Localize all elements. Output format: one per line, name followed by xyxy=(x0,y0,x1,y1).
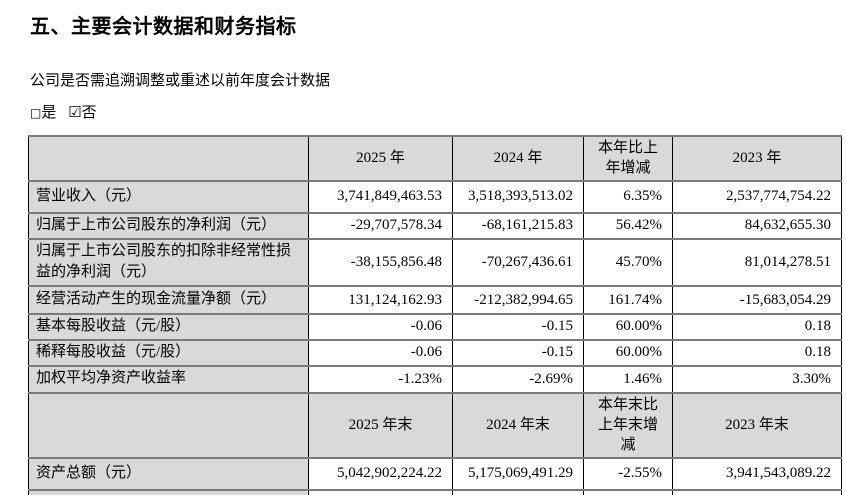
value-2025: -0.06 xyxy=(308,313,453,341)
header-blank xyxy=(28,135,309,182)
restatement-question: 公司是否需追溯调整或重述以前年度会计数据 xyxy=(30,73,331,89)
value-2024: -0.15 xyxy=(452,338,584,367)
row-label: 营业收入（元） xyxy=(28,179,309,214)
row-label: 归属于上市公司股东的净利润（元） xyxy=(28,211,309,240)
value-2024: 3,518,393,513.02 xyxy=(452,179,584,214)
header-blank xyxy=(28,391,309,459)
row-label: 经营活动产生的现金流量净额（元） xyxy=(28,285,309,315)
section-title: 五、主要会计数据和财务指标 xyxy=(30,16,297,38)
table-header-row-period-end: 2025 年末 2024 年末 本年末比 上年末增 减 2023 年末 xyxy=(28,391,842,459)
value-yoy: 56.42% xyxy=(583,211,673,240)
row-label: 资产总额（元） xyxy=(28,456,309,491)
value-2024: 2,446,368,708.26 xyxy=(452,488,584,495)
value-2025: 131,124,162.93 xyxy=(308,285,453,315)
table-row-net-assets: 归属于上市公司股东的净资产（元） 2,390,698,356.18 2,446,… xyxy=(28,488,842,495)
value-2024: -70,267,436.61 xyxy=(452,237,584,287)
value-2025: -0.06 xyxy=(308,338,453,367)
value-2023: 3.30% xyxy=(672,364,842,394)
financial-indicators-table: 2025 年 2024 年 本年比上 年增减 2023 年 营业收入（元） 3,… xyxy=(28,135,842,495)
value-yoy: 161.74% xyxy=(583,285,673,315)
header-end-2023: 2023 年末 xyxy=(672,391,842,459)
row-label: 基本每股收益（元/股） xyxy=(28,313,309,341)
table-row-operating-cash-flow: 经营活动产生的现金流量净额（元） 131,124,162.93 -212,382… xyxy=(28,285,842,315)
value-2024: -212,382,994.65 xyxy=(452,285,584,315)
row-label: 加权平均净资产收益率 xyxy=(28,364,309,394)
checkbox-checked-icon: ☑ xyxy=(68,103,82,121)
value-2025: 3,741,849,463.53 xyxy=(308,179,453,214)
table-row-diluted-eps: 稀释每股收益（元/股） -0.06 -0.15 60.00% 0.18 xyxy=(28,338,842,367)
value-2024: 5,175,069,491.29 xyxy=(452,456,584,491)
value-2025: -29,707,578.34 xyxy=(308,211,453,240)
value-2023: -15,683,054.29 xyxy=(672,285,842,315)
value-2023: 3,941,543,089.22 xyxy=(672,456,842,491)
value-2023: 2,537,774,754.22 xyxy=(672,179,842,214)
option-no-label: 否 xyxy=(81,105,97,121)
value-2023: 0.18 xyxy=(672,313,842,341)
value-yoy: 1.46% xyxy=(583,364,673,394)
option-no: ☑否 xyxy=(68,103,97,121)
value-yoy: 6.35% xyxy=(583,179,673,214)
value-2025: -38,155,856.48 xyxy=(308,237,453,287)
restatement-answer: □是 ☑否 xyxy=(30,101,846,122)
row-label: 稀释每股收益（元/股） xyxy=(28,338,309,367)
option-yes-label: 是 xyxy=(41,105,57,121)
row-label: 归属于上市公司股东的净资产（元） xyxy=(28,488,309,495)
header-end-2024: 2024 年末 xyxy=(452,391,584,459)
header-yoy-change: 本年比上 年增减 xyxy=(583,135,673,182)
value-2023: 0.18 xyxy=(672,338,842,367)
header-end-2025: 2025 年末 xyxy=(308,391,453,459)
table-row-total-assets: 资产总额（元） 5,042,902,224.22 5,175,069,491.2… xyxy=(28,456,842,491)
value-yoy: 60.00% xyxy=(583,338,673,367)
value-2024: -2.69% xyxy=(452,364,584,394)
header-year-2024: 2024 年 xyxy=(452,135,584,182)
checkbox-unchecked-icon: □ xyxy=(30,106,42,120)
table-row-net-profit: 归属于上市公司股东的净利润（元） -29,707,578.34 -68,161,… xyxy=(28,211,842,240)
header-year-2025: 2025 年 xyxy=(308,135,453,182)
value-2023: 81,014,278.51 xyxy=(672,237,842,287)
header-year-2023: 2023 年 xyxy=(672,135,842,182)
value-2024: -0.15 xyxy=(452,313,584,341)
value-2025: -1.23% xyxy=(308,364,453,394)
value-yoy: -2.28% xyxy=(583,488,673,495)
value-2025: 2,390,698,356.18 xyxy=(308,488,453,495)
option-yes: □是 xyxy=(30,105,56,121)
value-2023: 84,632,655.30 xyxy=(672,211,842,240)
value-yoy: 45.70% xyxy=(583,237,673,287)
table-row-weighted-avg-roe: 加权平均净资产收益率 -1.23% -2.69% 1.46% 3.30% xyxy=(28,364,842,394)
value-2025: 5,042,902,224.22 xyxy=(308,456,453,491)
table-row-operating-revenue: 营业收入（元） 3,741,849,463.53 3,518,393,513.0… xyxy=(28,179,842,214)
value-yoy: 60.00% xyxy=(583,313,673,341)
header-end-yoy-change: 本年末比 上年末增 减 xyxy=(583,391,673,459)
value-yoy: -2.55% xyxy=(583,456,673,491)
table-row-net-profit-excl-nonrecurring: 归属于上市公司股东的扣除非经常性损益的净利润（元） -38,155,856.48… xyxy=(28,237,842,287)
value-2024: -68,161,215.83 xyxy=(452,211,584,240)
value-2023: 2,579,300,746.36 xyxy=(672,488,842,495)
row-label: 归属于上市公司股东的扣除非经常性损益的净利润（元） xyxy=(28,237,309,287)
table-header-row-annual: 2025 年 2024 年 本年比上 年增减 2023 年 xyxy=(28,135,842,182)
table-row-basic-eps: 基本每股收益（元/股） -0.06 -0.15 60.00% 0.18 xyxy=(28,313,842,341)
